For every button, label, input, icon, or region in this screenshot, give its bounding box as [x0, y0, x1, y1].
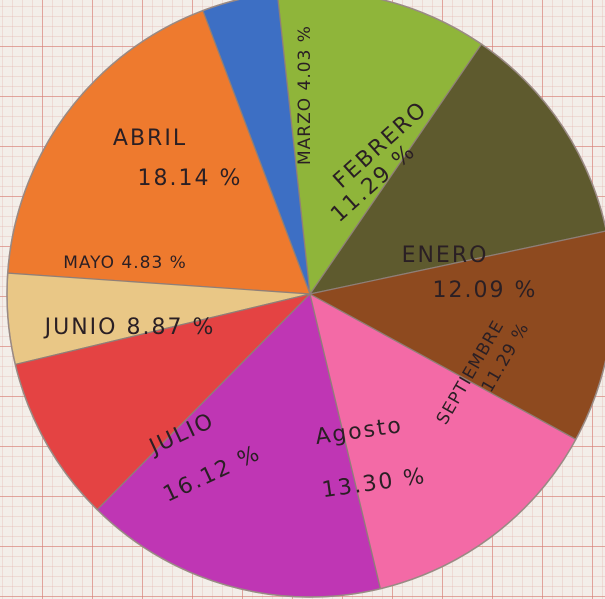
pie-slices: [6, 0, 605, 598]
slice-value-abril: 18.14 %: [138, 166, 243, 191]
slice-label-enero: ENERO: [402, 243, 489, 268]
slice-value-enero: 12.09 %: [433, 278, 538, 303]
slice-label-marzo: MARZO 4.03 %: [295, 25, 315, 165]
slice-label-junio: JUNIO 8.87 %: [43, 315, 216, 340]
slice-label-abril: ABRIL: [113, 126, 187, 151]
slice-label-mayo: MAYO 4.83 %: [63, 253, 187, 273]
pie-outline: [6, 0, 605, 598]
